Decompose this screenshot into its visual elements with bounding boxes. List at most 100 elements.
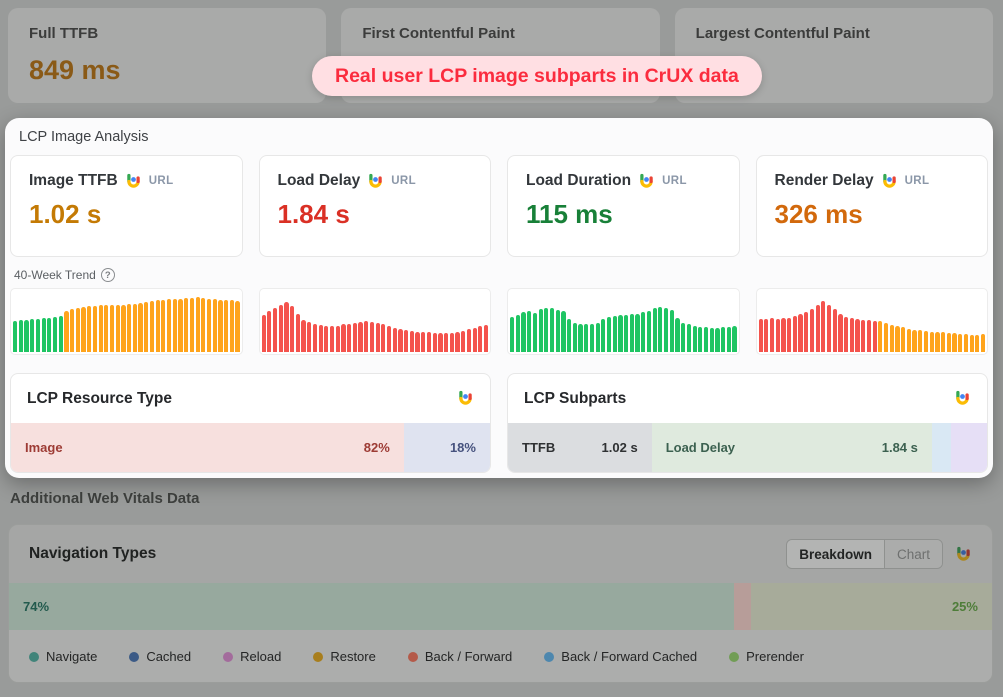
trend-chart-render-delay[interactable] [755,288,988,355]
trend-bar [201,298,206,352]
trend-bar [709,328,714,352]
trend-bar [663,307,669,352]
trend-bar [792,316,797,352]
trend-bar [578,323,583,352]
chrome-crux-icon [125,173,142,190]
trend-bar [398,329,403,352]
trend-bar [318,325,323,352]
trend-bar [726,326,731,352]
trend-bar [138,303,143,352]
bar-segment [951,423,987,472]
trend-bar [549,308,555,352]
trend-bar [883,323,889,352]
legend-label: Cached [146,649,192,664]
trend-bar [301,320,306,352]
trend-bar [975,334,980,352]
trend-bar [184,298,189,352]
legend-label: Back / Forward Cached [561,649,698,664]
trend-bar [329,326,335,352]
chrome-crux-icon [367,173,384,190]
source-url-chip[interactable]: URL [148,175,174,187]
chrome-crux-icon [457,390,474,407]
bar-segment: 18% [403,423,490,472]
segment-value: 25% [951,599,978,614]
trend-chart-image-ttfb[interactable] [10,288,243,355]
trend-bar [166,299,172,352]
trend-bar [923,331,929,352]
trend-bar [606,317,612,352]
resource-type-stacked-bar[interactable]: Image 82% 18% [11,423,490,472]
trend-bar [218,299,223,352]
trend-bar [235,301,240,352]
trend-bar [969,334,974,352]
legend-item[interactable]: Prerender [729,649,804,664]
card-title: LCP Subparts [524,389,627,407]
trend-bar [958,334,963,352]
trend-bar [584,324,589,352]
trend-bar [775,319,780,352]
trend-bar [478,326,483,352]
trend-bar [515,314,520,352]
metric-value: 849 ms [29,55,121,85]
trend-bar [295,314,300,352]
metric-label: Load Duration [526,172,632,189]
lcp-subparts-card: LCP Subparts TTFB 1.02 s Load Delay 1.84 s [507,373,988,473]
trend-bar [409,331,414,352]
trend-bar [381,324,386,352]
legend-item[interactable]: Cached [129,649,191,664]
legend-item[interactable]: Back / Forward Cached [544,649,697,664]
legend-item[interactable]: Back / Forward [407,649,512,664]
trend-bar [206,298,212,352]
source-url-chip[interactable]: URL [662,175,687,187]
trend-bar [284,302,289,352]
trend-bar [935,332,940,352]
trend-bar [532,313,538,352]
segment-value: 18% [449,440,476,455]
trend-chart-load-duration[interactable] [507,288,740,355]
trend-bar [567,319,572,352]
trend-bar [809,308,815,352]
trend-bar [278,304,283,352]
chart-toggle-button[interactable]: Chart [884,540,942,568]
subparts-stacked-bar[interactable]: TTFB 1.02 s Load Delay 1.84 s [508,423,987,472]
trend-bar [30,319,35,352]
breakdown-toggle-button[interactable]: Breakdown [787,540,885,568]
trend-bar [364,320,369,352]
trend-bar [889,325,894,352]
navigation-types-stacked-bar[interactable]: 74% 25% [9,583,992,630]
lcp-metric-cards-row: Image TTFB URL 1.02 s Load Delay URL 1.8… [10,155,988,257]
trend-bar [290,306,295,352]
legend-item[interactable]: Navigate [29,649,97,664]
bar-segment: TTFB 1.02 s [508,423,652,472]
segment-value: 82% [363,440,390,455]
trend-bar [35,319,41,352]
legend-dot-icon [29,651,39,662]
trend-chart-load-delay[interactable] [258,288,491,355]
trend-bar [483,325,489,352]
trend-bar [41,318,46,352]
legend-item[interactable]: Reload [223,649,281,664]
help-icon[interactable]: ? [100,268,115,282]
trend-bar [595,322,600,352]
trend-bar [769,318,775,352]
trend-bar [444,333,449,352]
trend-bar [698,326,703,352]
trend-bar [98,305,103,352]
trend-bar [312,323,318,352]
trend-bar [721,327,726,352]
legend-dot-icon [223,651,234,662]
legend-dot-icon [313,651,324,662]
source-url-chip[interactable]: URL [391,175,417,187]
trend-bar [612,316,617,352]
trend-bar [24,319,29,352]
metric-card-load-delay: Load Delay URL 1.84 s [258,155,491,257]
trend-bar [624,314,629,352]
trend-bar [75,308,80,352]
metric-card-image-ttfb: Image TTFB URL 1.02 s [10,155,243,257]
source-url-chip[interactable]: URL [904,175,930,187]
trend-bar [804,311,809,352]
trend-bar [64,311,69,352]
trend-bar [472,328,477,352]
trend-bar [764,319,769,352]
legend-item[interactable]: Restore [313,649,376,664]
